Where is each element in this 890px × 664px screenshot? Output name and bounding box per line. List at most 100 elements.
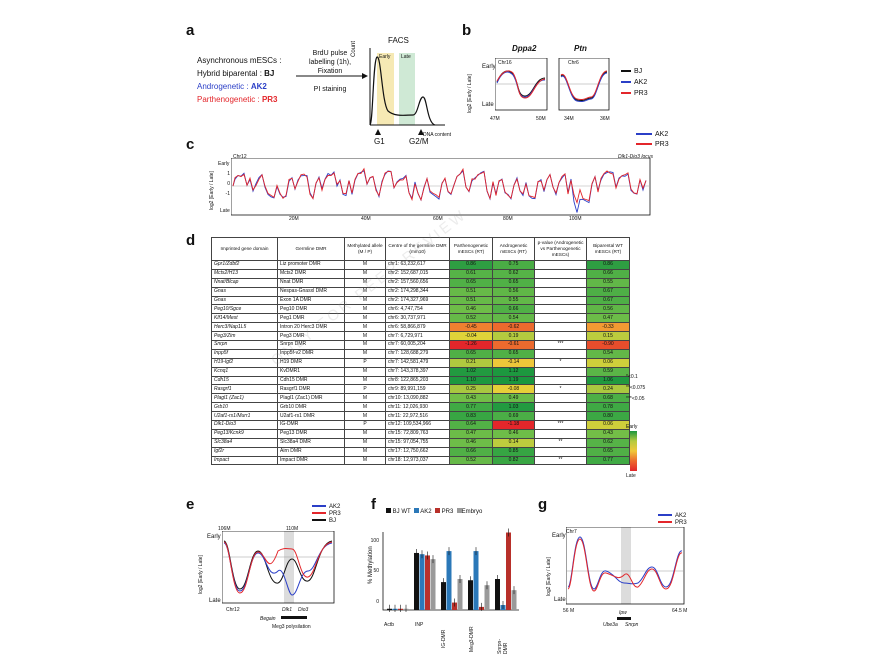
panel-c-label: c [186, 136, 195, 153]
f-cat-inp: INP [415, 622, 424, 628]
panel-g-chr: Chr7 [566, 529, 577, 535]
panel-e-dio3: Dio3 [298, 607, 309, 613]
panel-c-legend: AK2 PR3 [636, 130, 669, 150]
table-cell-parth: 0.46 [449, 437, 493, 448]
panel-f-legend: BJ WT AK2 PR3 Embryo [386, 508, 482, 515]
table-cell-parth: 0.47 [449, 428, 493, 439]
table-cell-parth: -0.45 [449, 322, 493, 333]
legend-f-pr3: PR3 [441, 509, 454, 515]
legend-c-ak2: AK2 [655, 131, 669, 138]
table-cell-domain: Impact [211, 455, 278, 466]
col-header-allele: Methylated allele (M / P) [344, 237, 386, 261]
table-cell-pvalue [534, 260, 587, 270]
table-cell-bip: 0.67 [586, 286, 630, 297]
table-cell-allele: P [344, 384, 386, 395]
table-cell-domain: Klf14/Mest [211, 313, 278, 324]
imprinted-dmr-table: Imprinted gene domain Germline DMR Methy… [211, 237, 630, 466]
protocol-arrow [296, 73, 368, 79]
legend-pr3: PR3 [634, 90, 648, 97]
table-cell-andro: -0.08 [492, 384, 535, 395]
table-cell-pvalue: ** [534, 437, 587, 448]
table-cell-dmr: Peg13 DMR [277, 428, 345, 439]
f-cat-igdmr: IG-DMR [441, 629, 447, 648]
xtick-20m: 20M [289, 216, 299, 222]
panel-b-late: Late [482, 102, 494, 108]
cell-line-pr3: PR3 [261, 95, 278, 104]
col-header-andro: Androgenetic mESCs (RT) [492, 237, 535, 261]
panel-e-x2: 110M [286, 526, 299, 532]
table-cell-domain: Grb10 [211, 402, 278, 413]
table-cell-dmr: U2af1-rs1 DMR [277, 411, 345, 422]
table-cell-domain: Gnas [211, 295, 278, 306]
table-cell-domain: Kcnq1 [211, 366, 278, 377]
panel-e-early: Early [207, 534, 221, 540]
panel-c-ylabel: log2 [Early / Late] [209, 171, 215, 210]
table-cell-pvalue: *** [534, 340, 587, 350]
table-cell-parth: 0.66 [449, 446, 493, 457]
table-cell-dmr: Plagl1 (Zac1) DMR [277, 393, 345, 404]
methylation-bar-chart [382, 528, 519, 612]
legend-e-pr3: PR3 [329, 511, 341, 517]
table-cell-andro: 0.85 [492, 446, 535, 457]
table-cell-parth: -0.04 [449, 331, 493, 342]
table-cell-centre: chr7: 143,378,397 [385, 366, 450, 377]
table-cell-parth: 0.52 [449, 313, 493, 324]
table-cell-centre: chr12: 109,534,966 [385, 420, 450, 430]
table-cell-andro: 1.03 [492, 402, 535, 413]
table-cell-bip: 0.56 [586, 304, 630, 315]
cell-line-ak2: AK2 [250, 82, 267, 91]
table-cell-parth: 0.51 [449, 286, 493, 297]
table-cell-pvalue [534, 402, 587, 413]
panel-g-x1: 56 M [563, 608, 575, 614]
table-cell-andro: 0.66 [492, 304, 535, 315]
bar-ig-dmr-embryo [457, 579, 463, 610]
table-cell-pvalue: * [534, 384, 587, 395]
table-cell-dmr: Mcts2 DMR [277, 268, 345, 279]
table-cell-domain: Peg13/Kcnk9 [211, 428, 278, 439]
panel-g-x2: 64.5 M [672, 608, 688, 614]
sig-2: **<0.075 [626, 385, 646, 391]
table-cell-dmr: Nnat DMR [277, 277, 345, 288]
table-cell-domain: Gpr1/Zdbf2 [211, 260, 278, 270]
table-cell-pvalue [534, 411, 587, 422]
bar-ig-dmr-bj-wt [441, 582, 446, 610]
table-cell-andro: 0.69 [492, 411, 535, 422]
bar-inp-pr3 [425, 555, 430, 610]
table-cell-dmr: Rasgrf1 DMR [277, 384, 345, 395]
table-cell-domain: Slc38a4 [211, 437, 278, 448]
table-cell-domain: Cdh15 [211, 375, 278, 386]
table-cell-parth: 0.65 [449, 348, 493, 359]
col-header-parth: Parthenogenetic mESCs (RT) [449, 237, 493, 261]
bar-inp-bj-wt [414, 552, 419, 610]
table-cell-pvalue [534, 304, 587, 315]
table-cell-domain: Gnas [211, 286, 278, 297]
panel-f-xaxis: Actb INP IG-DMR Meg3-DMR Snrpn-DMR [381, 614, 521, 658]
panel-b-x1b: 50M [536, 116, 546, 122]
table-cell-andro: 0.56 [492, 286, 535, 297]
panel-e-gene-track [281, 616, 307, 619]
panel-c-chr12: Chr12 [233, 154, 247, 160]
table-cell-bip: 0.86 [586, 260, 630, 270]
table-cell-pvalue [534, 446, 587, 457]
cell-line-bj-label: Hybrid biparental : [197, 69, 265, 78]
table-cell-dmr: Impact DMR [277, 455, 345, 466]
panel-g-legend: AK2 PR3 [658, 513, 687, 527]
table-cell-centre: chr7: 142,581,479 [385, 357, 450, 368]
table-cell-centre: chr6: 4,747,754 [385, 304, 450, 315]
table-cell-centre: chr6: 58,866,879 [385, 322, 450, 333]
xtick-100m: 100M [569, 216, 582, 222]
facs-histogram [369, 48, 445, 135]
table-cell-centre: chr9: 89,991,159 [385, 384, 450, 395]
panel-b-legend: BJ AK2 PR3 [621, 66, 648, 99]
panel-c-late: Late [220, 208, 230, 214]
table-cell-centre: chr17: 12,750,662 [385, 446, 450, 457]
panel-e-dlk1: Dlk1 [282, 607, 293, 613]
table-cell-pvalue [534, 331, 587, 342]
g1-label: G1 [374, 137, 385, 146]
